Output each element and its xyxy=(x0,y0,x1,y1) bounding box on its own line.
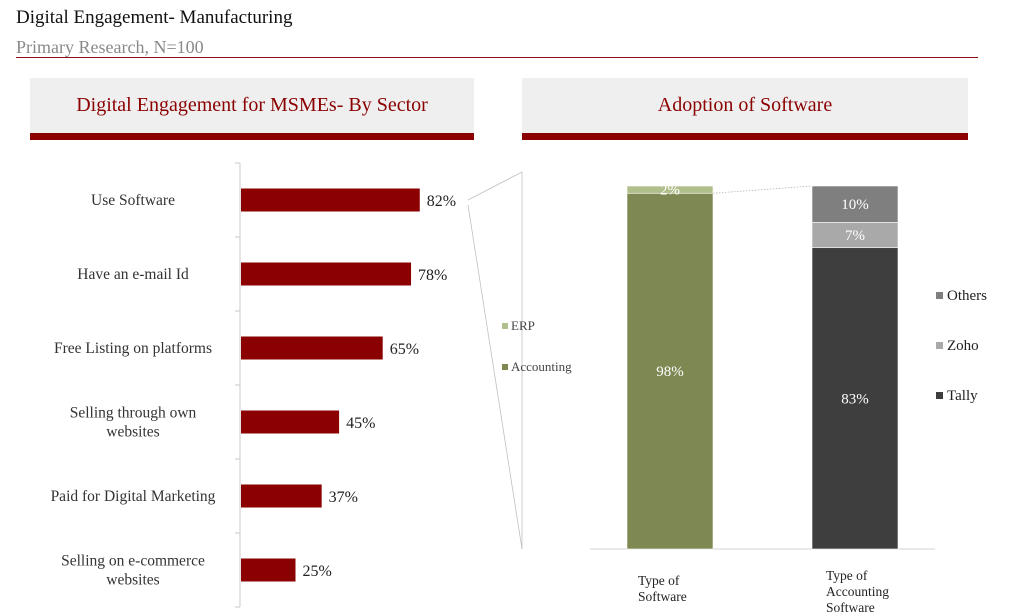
sector-bar xyxy=(241,484,322,508)
sector-category-label: websites xyxy=(106,424,159,441)
stacked-segment xyxy=(811,247,899,550)
software-category-label: Accounting xyxy=(826,584,889,599)
legend-swatch xyxy=(936,292,943,299)
stacked-segment xyxy=(626,185,714,194)
drilldown-connector-line xyxy=(467,171,523,549)
page-title: Digital Engagement- Manufacturing xyxy=(16,7,293,28)
sector-category-label: Use Software xyxy=(91,192,175,209)
sector-category-label: Free Listing on platforms xyxy=(54,340,212,357)
legend-swatch xyxy=(936,392,943,399)
legend-swatch xyxy=(502,323,508,329)
legend-swatch xyxy=(502,364,508,370)
software-category-label: Type of xyxy=(638,573,680,588)
sector-bar xyxy=(241,410,340,434)
title-divider xyxy=(16,57,978,58)
legend-label: Zoho xyxy=(947,338,979,354)
sector-category-label: websites xyxy=(106,572,159,589)
sector-bar xyxy=(241,558,296,582)
software-category-label: Software xyxy=(638,589,687,604)
sector-panel-header: Digital Engagement for MSMEs- By Sector xyxy=(30,78,474,133)
sector-bar xyxy=(241,188,420,212)
sector-value-label: 78% xyxy=(418,267,447,284)
software-category-label: Software xyxy=(826,600,875,615)
stacked-segment xyxy=(811,185,899,223)
software-panel-title: Adoption of Software xyxy=(657,94,833,116)
sector-value-label: 45% xyxy=(346,415,375,432)
page-subtitle: Primary Research, N=100 xyxy=(16,37,204,57)
legend-swatch xyxy=(936,342,943,349)
sector-panel-accent-bar xyxy=(30,133,474,140)
sector-value-label: 65% xyxy=(390,341,419,358)
legend-label: ERP xyxy=(511,318,535,333)
sector-bar xyxy=(241,262,412,286)
sector-category-label: Have an e-mail Id xyxy=(77,266,189,283)
sector-panel-title: Digital Engagement for MSMEs- By Sector xyxy=(76,94,428,116)
breakdown-connector xyxy=(712,185,813,194)
sector-value-label: 25% xyxy=(303,563,332,580)
segment-value-label: 98% xyxy=(656,364,684,380)
segment-value-label: 2% xyxy=(660,183,680,199)
sector-category-label: Paid for Digital Marketing xyxy=(51,488,216,505)
legend-label: Tally xyxy=(947,388,978,404)
drilldown-connector-line xyxy=(467,204,523,550)
sector-value-label: 37% xyxy=(329,489,358,506)
legend-label: Accounting xyxy=(511,359,572,374)
sector-bar xyxy=(241,336,383,360)
software-category-label: Type of xyxy=(826,568,868,583)
segment-value-label: 10% xyxy=(841,197,869,213)
stacked-segment xyxy=(626,192,714,550)
segment-value-label: 83% xyxy=(841,391,869,407)
software-panel-accent-bar xyxy=(522,133,968,140)
software-panel-header: Adoption of Software xyxy=(522,78,968,133)
sector-category-label: Selling on e-commerce xyxy=(61,553,205,570)
segment-value-label: 7% xyxy=(845,228,865,244)
stacked-segment xyxy=(811,222,899,249)
legend-label: Others xyxy=(947,288,987,304)
sector-value-label: 82% xyxy=(427,193,456,210)
sector-category-label: Selling through own xyxy=(70,405,197,422)
